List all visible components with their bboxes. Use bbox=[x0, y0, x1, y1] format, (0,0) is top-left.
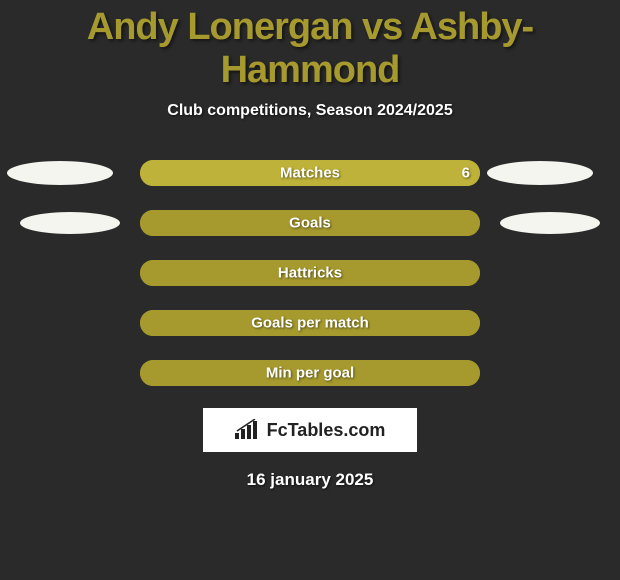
stat-bar: Goals per match bbox=[140, 310, 480, 336]
page-subtitle: Club competitions, Season 2024/2025 bbox=[0, 102, 620, 120]
stat-label: Goals per match bbox=[251, 315, 369, 332]
comparison-row: Min per goal bbox=[0, 360, 620, 386]
stat-bar: Min per goal bbox=[140, 360, 480, 386]
stat-label: Min per goal bbox=[266, 365, 354, 382]
stat-bar: Hattricks bbox=[140, 260, 480, 286]
stat-value-right: 6 bbox=[462, 165, 470, 182]
date-text: 16 january 2025 bbox=[0, 470, 620, 490]
comparison-rows: Matches 6 Goals Hattricks Goals per match Min… bbox=[0, 160, 620, 386]
comparison-row: Matches 6 bbox=[0, 160, 620, 186]
left-pill bbox=[7, 161, 113, 185]
comparison-row: Goals bbox=[0, 210, 620, 236]
comparison-row: Hattricks bbox=[0, 260, 620, 286]
right-pill bbox=[500, 212, 600, 234]
logo-text: FcTables.com bbox=[267, 420, 386, 441]
left-pill bbox=[20, 212, 120, 234]
stat-label: Matches bbox=[280, 165, 340, 182]
bars-icon bbox=[235, 419, 261, 441]
page-title: Andy Lonergan vs Ashby-Hammond bbox=[0, 0, 620, 92]
stat-bar: Matches 6 bbox=[140, 160, 480, 186]
stat-label: Goals bbox=[289, 215, 331, 232]
comparison-row: Goals per match bbox=[0, 310, 620, 336]
stat-bar: Goals bbox=[140, 210, 480, 236]
logo-card: FcTables.com bbox=[203, 408, 417, 452]
stat-label: Hattricks bbox=[278, 265, 342, 282]
right-pill bbox=[487, 161, 593, 185]
